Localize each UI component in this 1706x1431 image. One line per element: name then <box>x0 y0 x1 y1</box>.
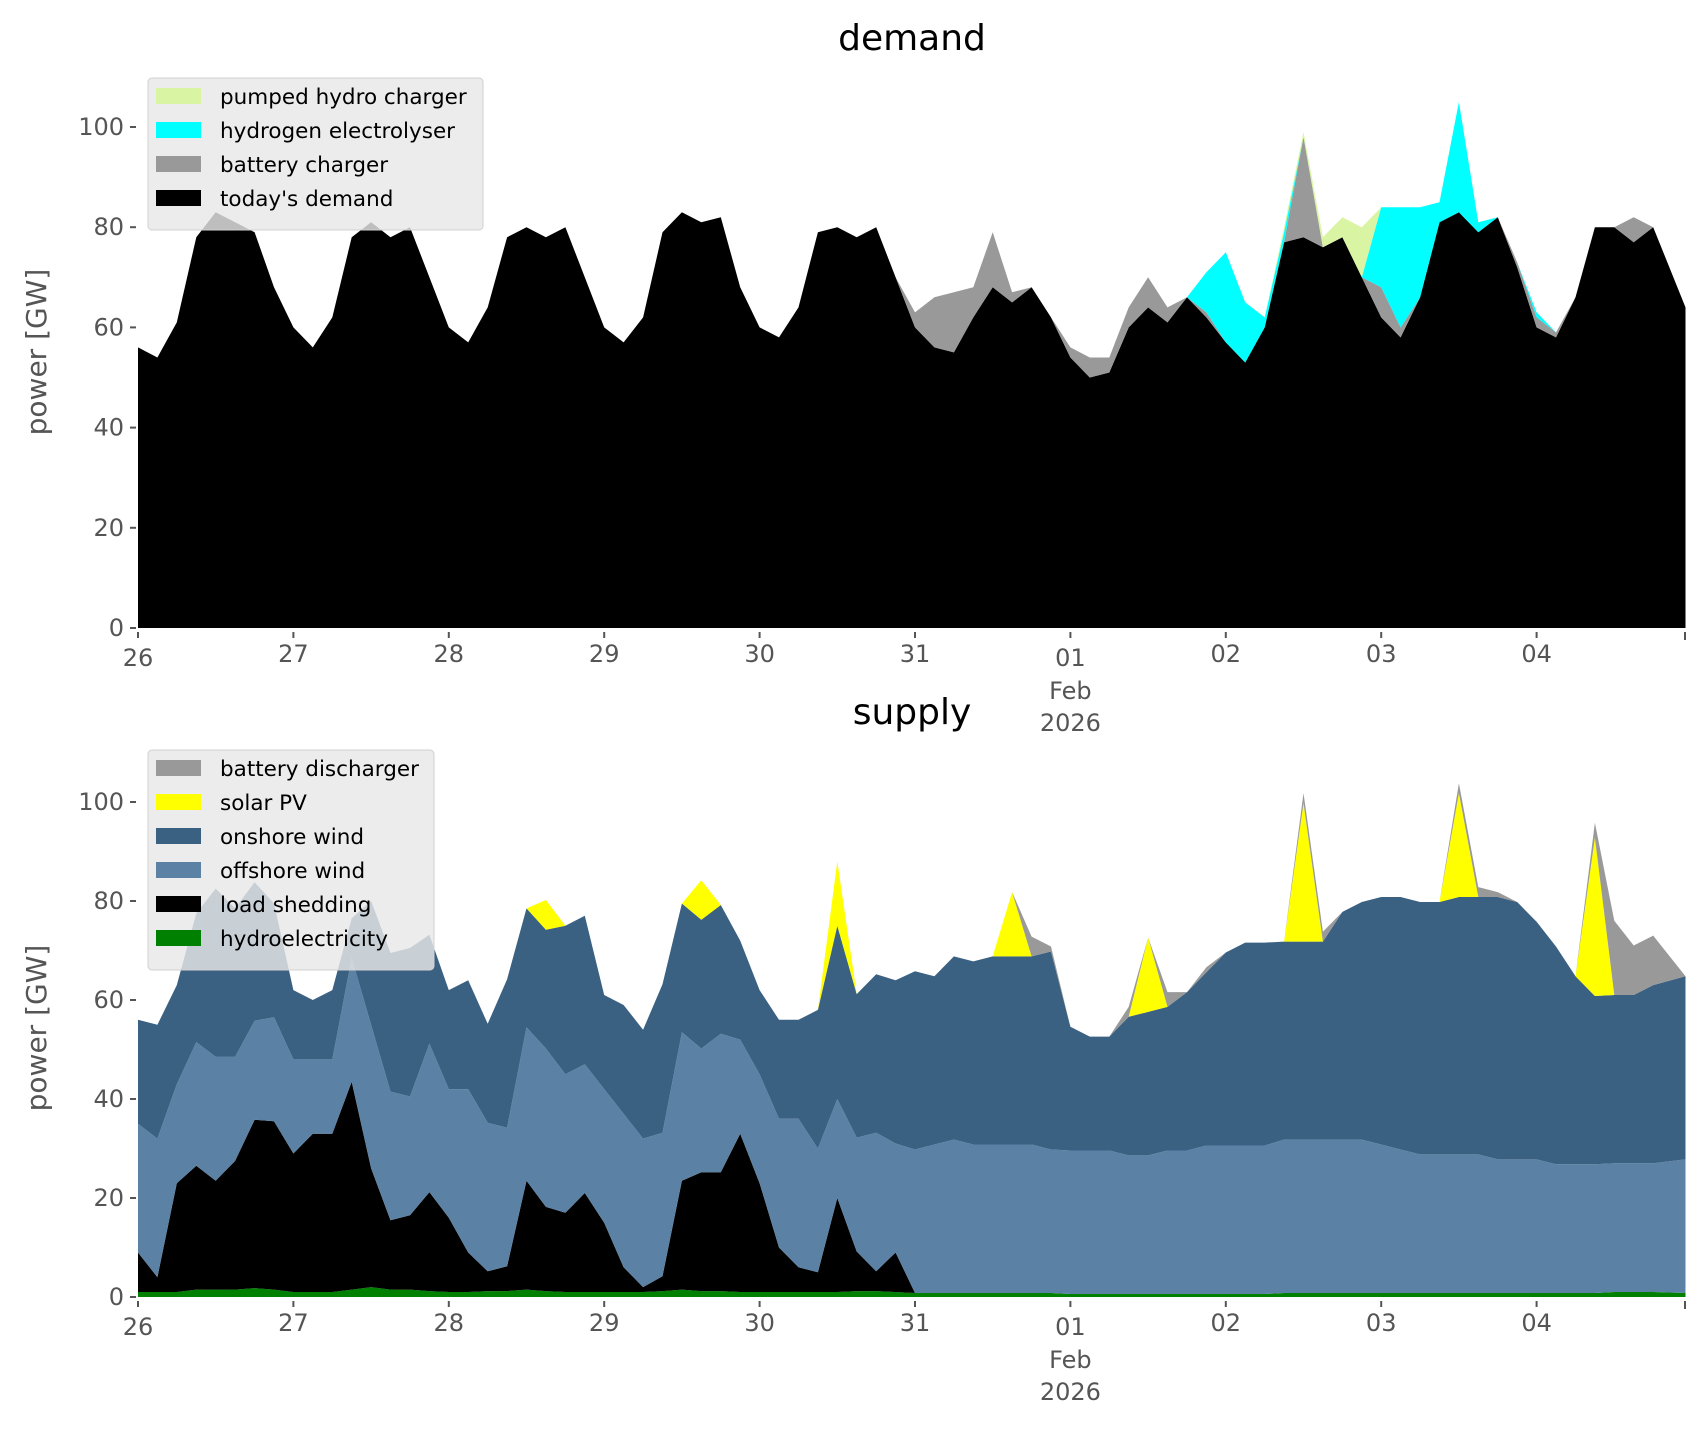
area-solar-pv <box>138 793 1686 1037</box>
legend-swatch <box>156 88 201 104</box>
supply-legend: battery discharger solar PV onshore wind of… <box>147 749 435 971</box>
legend-label: today's demand <box>220 187 393 212</box>
legend-label: battery discharger <box>220 757 419 782</box>
x-tick-label: 03 <box>1366 640 1397 668</box>
area-battery-charger <box>138 137 1686 378</box>
area-load-shedding <box>138 1081 1686 1294</box>
legend-swatch <box>156 190 201 206</box>
demand-axes: 0 20 40 60 80 100 26 27 28 29 30 31 01 Feb 2026 02 03 04 <box>78 113 1686 737</box>
legend-box <box>147 77 484 231</box>
supply-title: supply <box>853 692 972 733</box>
x-tick-label: 02 <box>1211 1309 1242 1337</box>
demand-ylabel: power [GW] <box>20 269 53 436</box>
legend-label: solar PV <box>220 791 307 816</box>
area-onshore-wind <box>138 882 1686 1165</box>
y-tick-label: 100 <box>78 788 124 816</box>
supply-ylabel: power [GW] <box>20 945 53 1112</box>
y-tick-label: 0 <box>109 1283 124 1311</box>
x-tick-label: 02 <box>1211 640 1242 668</box>
demand-legend: pumped hydro charger hydrogen electrolyse… <box>147 77 484 231</box>
y-tick-label: 40 <box>93 414 124 442</box>
legend-swatch <box>156 862 201 878</box>
x-tick-month: Feb <box>1049 1346 1092 1374</box>
area-hydrogen-electrolyser <box>138 102 1686 363</box>
legend-swatch <box>156 122 201 138</box>
x-tick-label: 04 <box>1521 640 1552 668</box>
legend-label: pumped hydro charger <box>220 85 467 110</box>
legend-label: load shedding <box>220 893 371 918</box>
x-tick-label: 31 <box>900 1309 931 1337</box>
x-tick-label: 26 <box>123 644 154 672</box>
x-tick-label: 01 <box>1055 1313 1086 1341</box>
legend-label: onshore wind <box>220 825 364 850</box>
x-tick-label: 29 <box>589 640 620 668</box>
x-tick-label: 31 <box>900 640 931 668</box>
x-tick-label: 30 <box>744 1309 775 1337</box>
demand-areas <box>138 102 1686 628</box>
supply-areas <box>138 783 1686 1297</box>
legend-label: hydrogen electrolyser <box>220 119 455 144</box>
y-tick-label: 80 <box>93 887 124 915</box>
legend-swatch <box>156 760 201 776</box>
x-tick-label: 26 <box>123 1313 154 1341</box>
x-tick-label: 01 <box>1055 644 1086 672</box>
x-tick-year: 2026 <box>1040 709 1101 737</box>
y-tick-label: 100 <box>78 113 124 141</box>
x-tick-label: 03 <box>1366 1309 1397 1337</box>
x-tick-label: 04 <box>1521 1309 1552 1337</box>
x-tick-label: 30 <box>744 640 775 668</box>
legend-swatch <box>156 794 201 810</box>
legend-label: offshore wind <box>220 859 365 884</box>
x-tick-month: Feb <box>1049 677 1092 705</box>
x-tick-label: 27 <box>278 1309 309 1337</box>
x-tick-label: 27 <box>278 640 309 668</box>
y-tick-label: 20 <box>93 514 124 542</box>
x-tick-year: 2026 <box>1040 1378 1101 1406</box>
x-tick-label: 28 <box>434 640 465 668</box>
legend-swatch <box>156 156 201 172</box>
y-tick-label: 80 <box>93 213 124 241</box>
supply-axes: 0 20 40 60 80 100 26 27 28 29 30 31 01 Feb 2026 02 03 04 <box>78 788 1686 1406</box>
area-hydroelectricity <box>138 1287 1686 1297</box>
legend-label: battery charger <box>220 153 388 178</box>
legend-swatch <box>156 828 201 844</box>
legend-label: hydroelectricity <box>220 927 388 952</box>
y-tick-label: 60 <box>93 986 124 1014</box>
y-tick-label: 60 <box>93 313 124 341</box>
x-tick-label: 28 <box>434 1309 465 1337</box>
y-tick-label: 40 <box>93 1085 124 1113</box>
area-today-s-demand <box>138 212 1686 628</box>
legend-swatch <box>156 930 201 946</box>
y-tick-label: 20 <box>93 1184 124 1212</box>
demand-title: demand <box>838 18 986 59</box>
x-tick-label: 29 <box>589 1309 620 1337</box>
area-offshore-wind <box>138 957 1686 1294</box>
legend-swatch <box>156 896 201 912</box>
legend-box <box>147 749 435 971</box>
y-tick-label: 0 <box>109 614 124 642</box>
